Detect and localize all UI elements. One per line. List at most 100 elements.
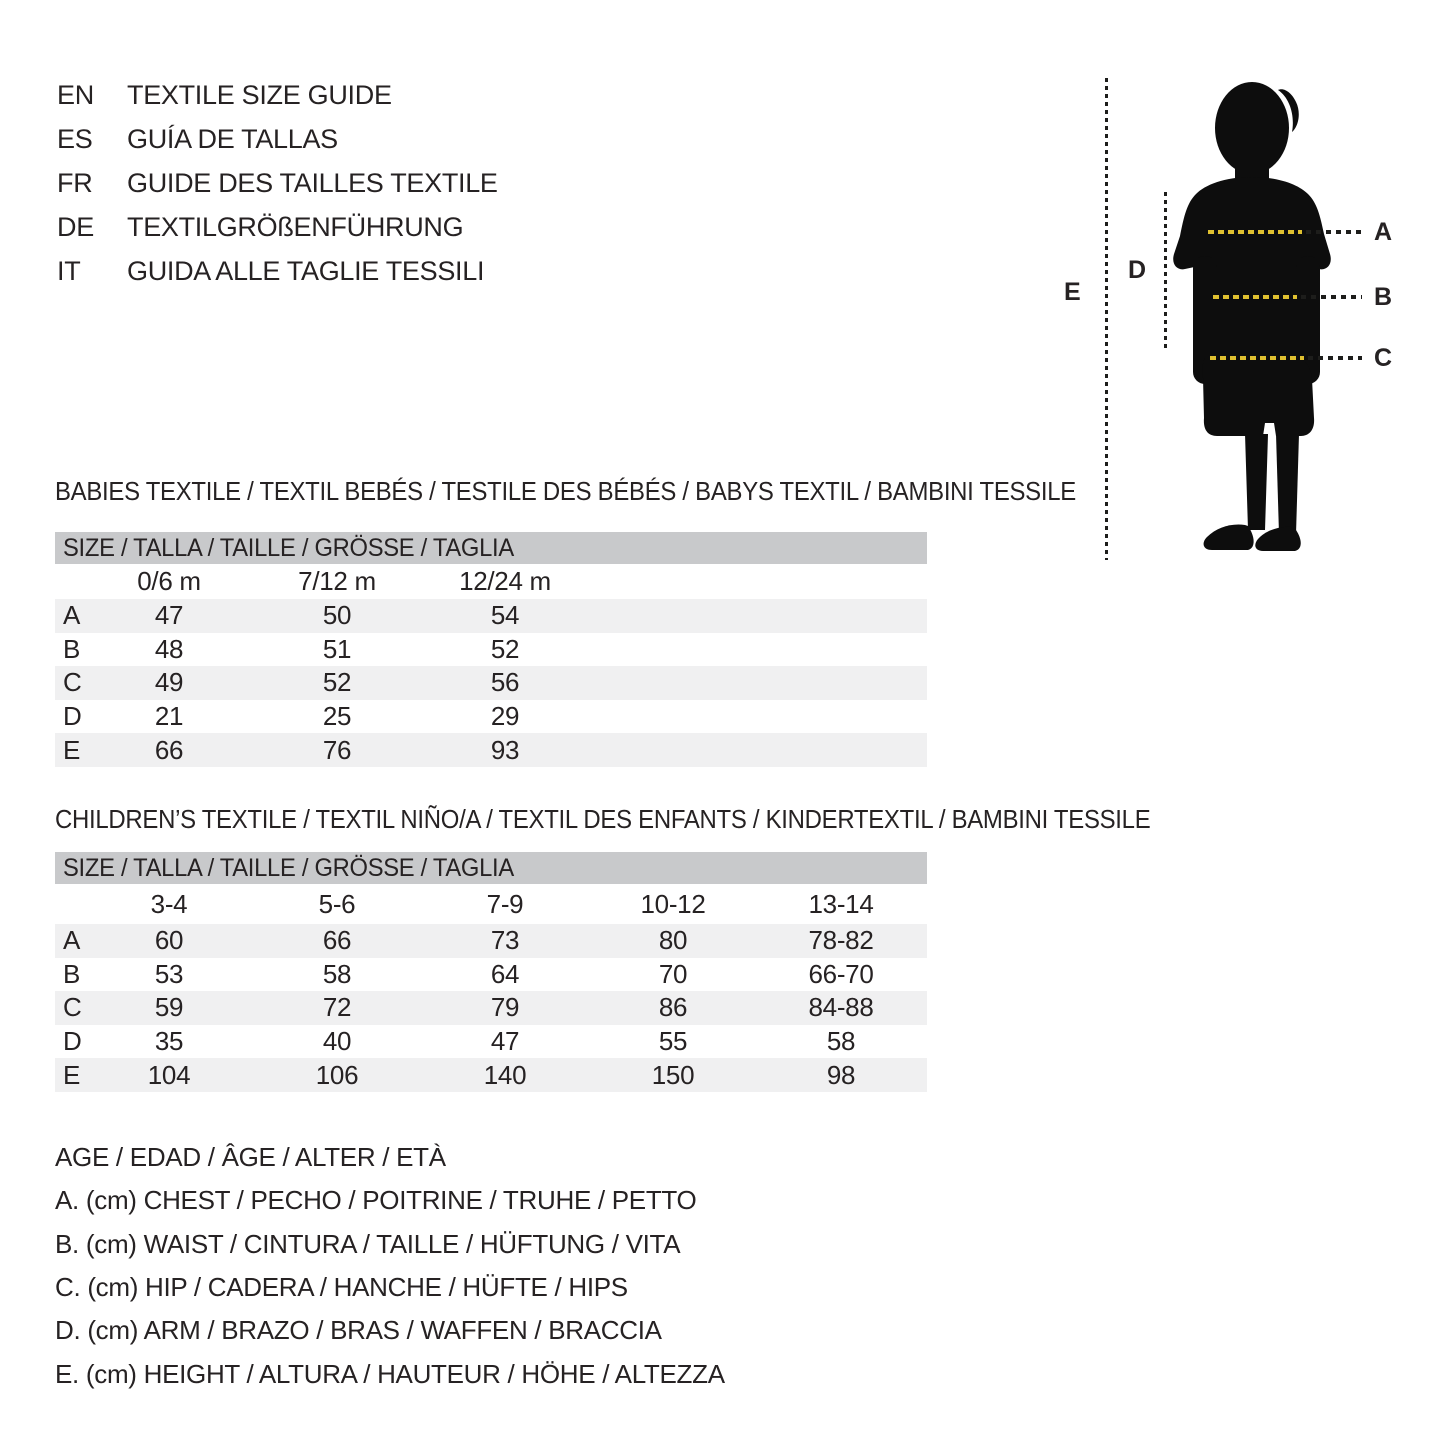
size-header-bar: SIZE / TALLA / TAILLE / GRÖSSE / TAGLIA	[55, 532, 927, 564]
value-cell: 66	[322, 925, 352, 956]
row-label: D	[63, 1026, 82, 1057]
value-cell: 70	[658, 958, 688, 989]
lang-code: FR	[57, 167, 93, 198]
hip-label: C	[1374, 343, 1392, 372]
value-cell: 64	[490, 958, 520, 989]
value-cell: 98	[826, 1059, 856, 1090]
row-label: E	[63, 734, 81, 765]
lang-row-de: DE TEXTILGRÖßENFÜHRUNG	[57, 211, 464, 242]
value-cell: 106	[315, 1059, 359, 1090]
children-size-table: SIZE / TALLA / TAILLE / GRÖSSE / TAGLIA …	[55, 852, 927, 1092]
table-row: E 104 106 140 150 98	[55, 1058, 927, 1092]
value-cell: 50	[322, 600, 352, 631]
waist-measure-dash-black	[1301, 295, 1362, 299]
legend-age: AGE / EDAD / ÂGE / ALTER / ETÀ	[55, 1141, 446, 1172]
age-columns-row: 0/6 m 7/12 m 12/24 m	[55, 564, 927, 599]
chest-measure-dash-black	[1306, 230, 1362, 234]
value-cell: 52	[322, 667, 352, 698]
table-row: A 47 50 54	[55, 599, 927, 633]
value-cell: 21	[154, 701, 184, 732]
lang-title: GUIDE DES TAILLES TEXTILE	[127, 167, 498, 198]
legend-chest: A. (cm) CHEST / PECHO / POITRINE / TRUHE…	[55, 1184, 697, 1215]
value-cell: 55	[658, 1026, 688, 1057]
age-column-header: 13-14	[808, 888, 874, 919]
lang-title: GUÍA DE TALLAS	[127, 123, 338, 154]
lang-code: ES	[57, 123, 93, 154]
size-header-label: SIZE / TALLA / TAILLE / GRÖSSE / TAGLIA	[63, 533, 514, 562]
value-cell: 140	[483, 1059, 527, 1090]
value-cell: 66-70	[808, 958, 874, 989]
value-cell: 86	[658, 992, 688, 1023]
table-row: C 59 72 79 86 84-88	[55, 991, 927, 1025]
age-columns-row: 3-4 5-6 7-9 10-12 13-14	[55, 884, 927, 924]
lang-row-es: ES GUÍA DE TALLAS	[57, 123, 338, 154]
table-row: B 48 51 52	[55, 633, 927, 667]
row-label: D	[63, 701, 82, 732]
lang-title: TEXTILE SIZE GUIDE	[127, 79, 392, 110]
age-column-header: 7-9	[486, 888, 524, 919]
chest-label: A	[1374, 217, 1392, 246]
value-cell: 49	[154, 667, 184, 698]
height-label: E	[1064, 277, 1081, 306]
value-cell: 104	[147, 1059, 191, 1090]
waist-label: B	[1374, 282, 1392, 311]
value-cell: 73	[490, 925, 520, 956]
value-cell: 76	[322, 734, 352, 765]
lang-row-en: EN TEXTILE SIZE GUIDE	[57, 79, 392, 110]
row-label: B	[63, 958, 81, 989]
row-label: A	[63, 600, 81, 631]
value-cell: 48	[154, 633, 184, 664]
lang-row-fr: FR GUIDE DES TAILLES TEXTILE	[57, 167, 498, 198]
value-cell: 58	[322, 958, 352, 989]
row-label: A	[63, 925, 81, 956]
hip-measure-dash-black	[1308, 356, 1362, 360]
age-column-header: 0/6 m	[137, 566, 201, 596]
babies-section-title: BABIES TEXTILE / TEXTIL BEBÉS / TESTILE …	[55, 475, 1076, 506]
lang-row-it: IT GUIDA ALLE TAGLIE TESSILI	[57, 256, 484, 286]
age-column-header: 5-6	[318, 888, 356, 919]
value-cell: 25	[322, 701, 352, 732]
value-cell: 79	[490, 992, 520, 1023]
legend-hip: C. (cm) HIP / CADERA / HANCHE / HÜFTE / …	[55, 1271, 628, 1302]
table-row: B 53 58 64 70 66-70	[55, 958, 927, 992]
lang-title: TEXTILGRÖßENFÜHRUNG	[127, 211, 464, 242]
age-column-header: 10-12	[640, 888, 706, 919]
value-cell: 56	[490, 667, 520, 698]
value-cell: 59	[154, 992, 184, 1023]
height-measure-line	[1105, 78, 1108, 560]
row-label: E	[63, 1059, 81, 1090]
waist-measure-dash-yellow	[1213, 295, 1297, 299]
row-label: C	[63, 992, 82, 1023]
value-cell: 29	[490, 701, 520, 732]
value-cell: 93	[490, 734, 520, 765]
value-cell: 80	[658, 925, 688, 956]
lang-code: DE	[57, 211, 94, 242]
age-column-header: 7/12 m	[298, 566, 376, 596]
value-cell: 53	[154, 958, 184, 989]
legend-height: E. (cm) HEIGHT / ALTURA / HAUTEUR / HÖHE…	[55, 1358, 725, 1389]
arm-measure-line	[1164, 192, 1167, 352]
value-cell: 47	[154, 600, 184, 631]
table-row: A 60 66 73 80 78-82	[55, 924, 927, 958]
value-cell: 78-82	[808, 925, 874, 956]
table-row: E 66 76 93	[55, 733, 927, 767]
size-header-bar: SIZE / TALLA / TAILLE / GRÖSSE / TAGLIA	[55, 852, 927, 884]
value-cell: 35	[154, 1026, 184, 1057]
value-cell: 47	[490, 1026, 520, 1057]
size-header-label: SIZE / TALLA / TAILLE / GRÖSSE / TAGLIA	[63, 853, 514, 882]
children-section-title: CHILDREN’S TEXTILE / TEXTIL NIÑO/A / TEX…	[55, 803, 1151, 834]
table-row: C 49 52 56	[55, 666, 927, 700]
row-label: B	[63, 633, 81, 664]
babies-size-table: SIZE / TALLA / TAILLE / GRÖSSE / TAGLIA …	[55, 532, 927, 767]
value-cell: 40	[322, 1026, 352, 1057]
age-column-header: 3-4	[150, 888, 188, 919]
value-cell: 150	[651, 1059, 695, 1090]
value-cell: 72	[322, 992, 352, 1023]
value-cell: 51	[322, 633, 352, 664]
value-cell: 54	[490, 600, 520, 631]
hip-measure-dash-yellow	[1210, 356, 1304, 360]
value-cell: 66	[154, 734, 184, 765]
chest-measure-dash-yellow	[1208, 230, 1302, 234]
value-cell: 52	[490, 633, 520, 664]
